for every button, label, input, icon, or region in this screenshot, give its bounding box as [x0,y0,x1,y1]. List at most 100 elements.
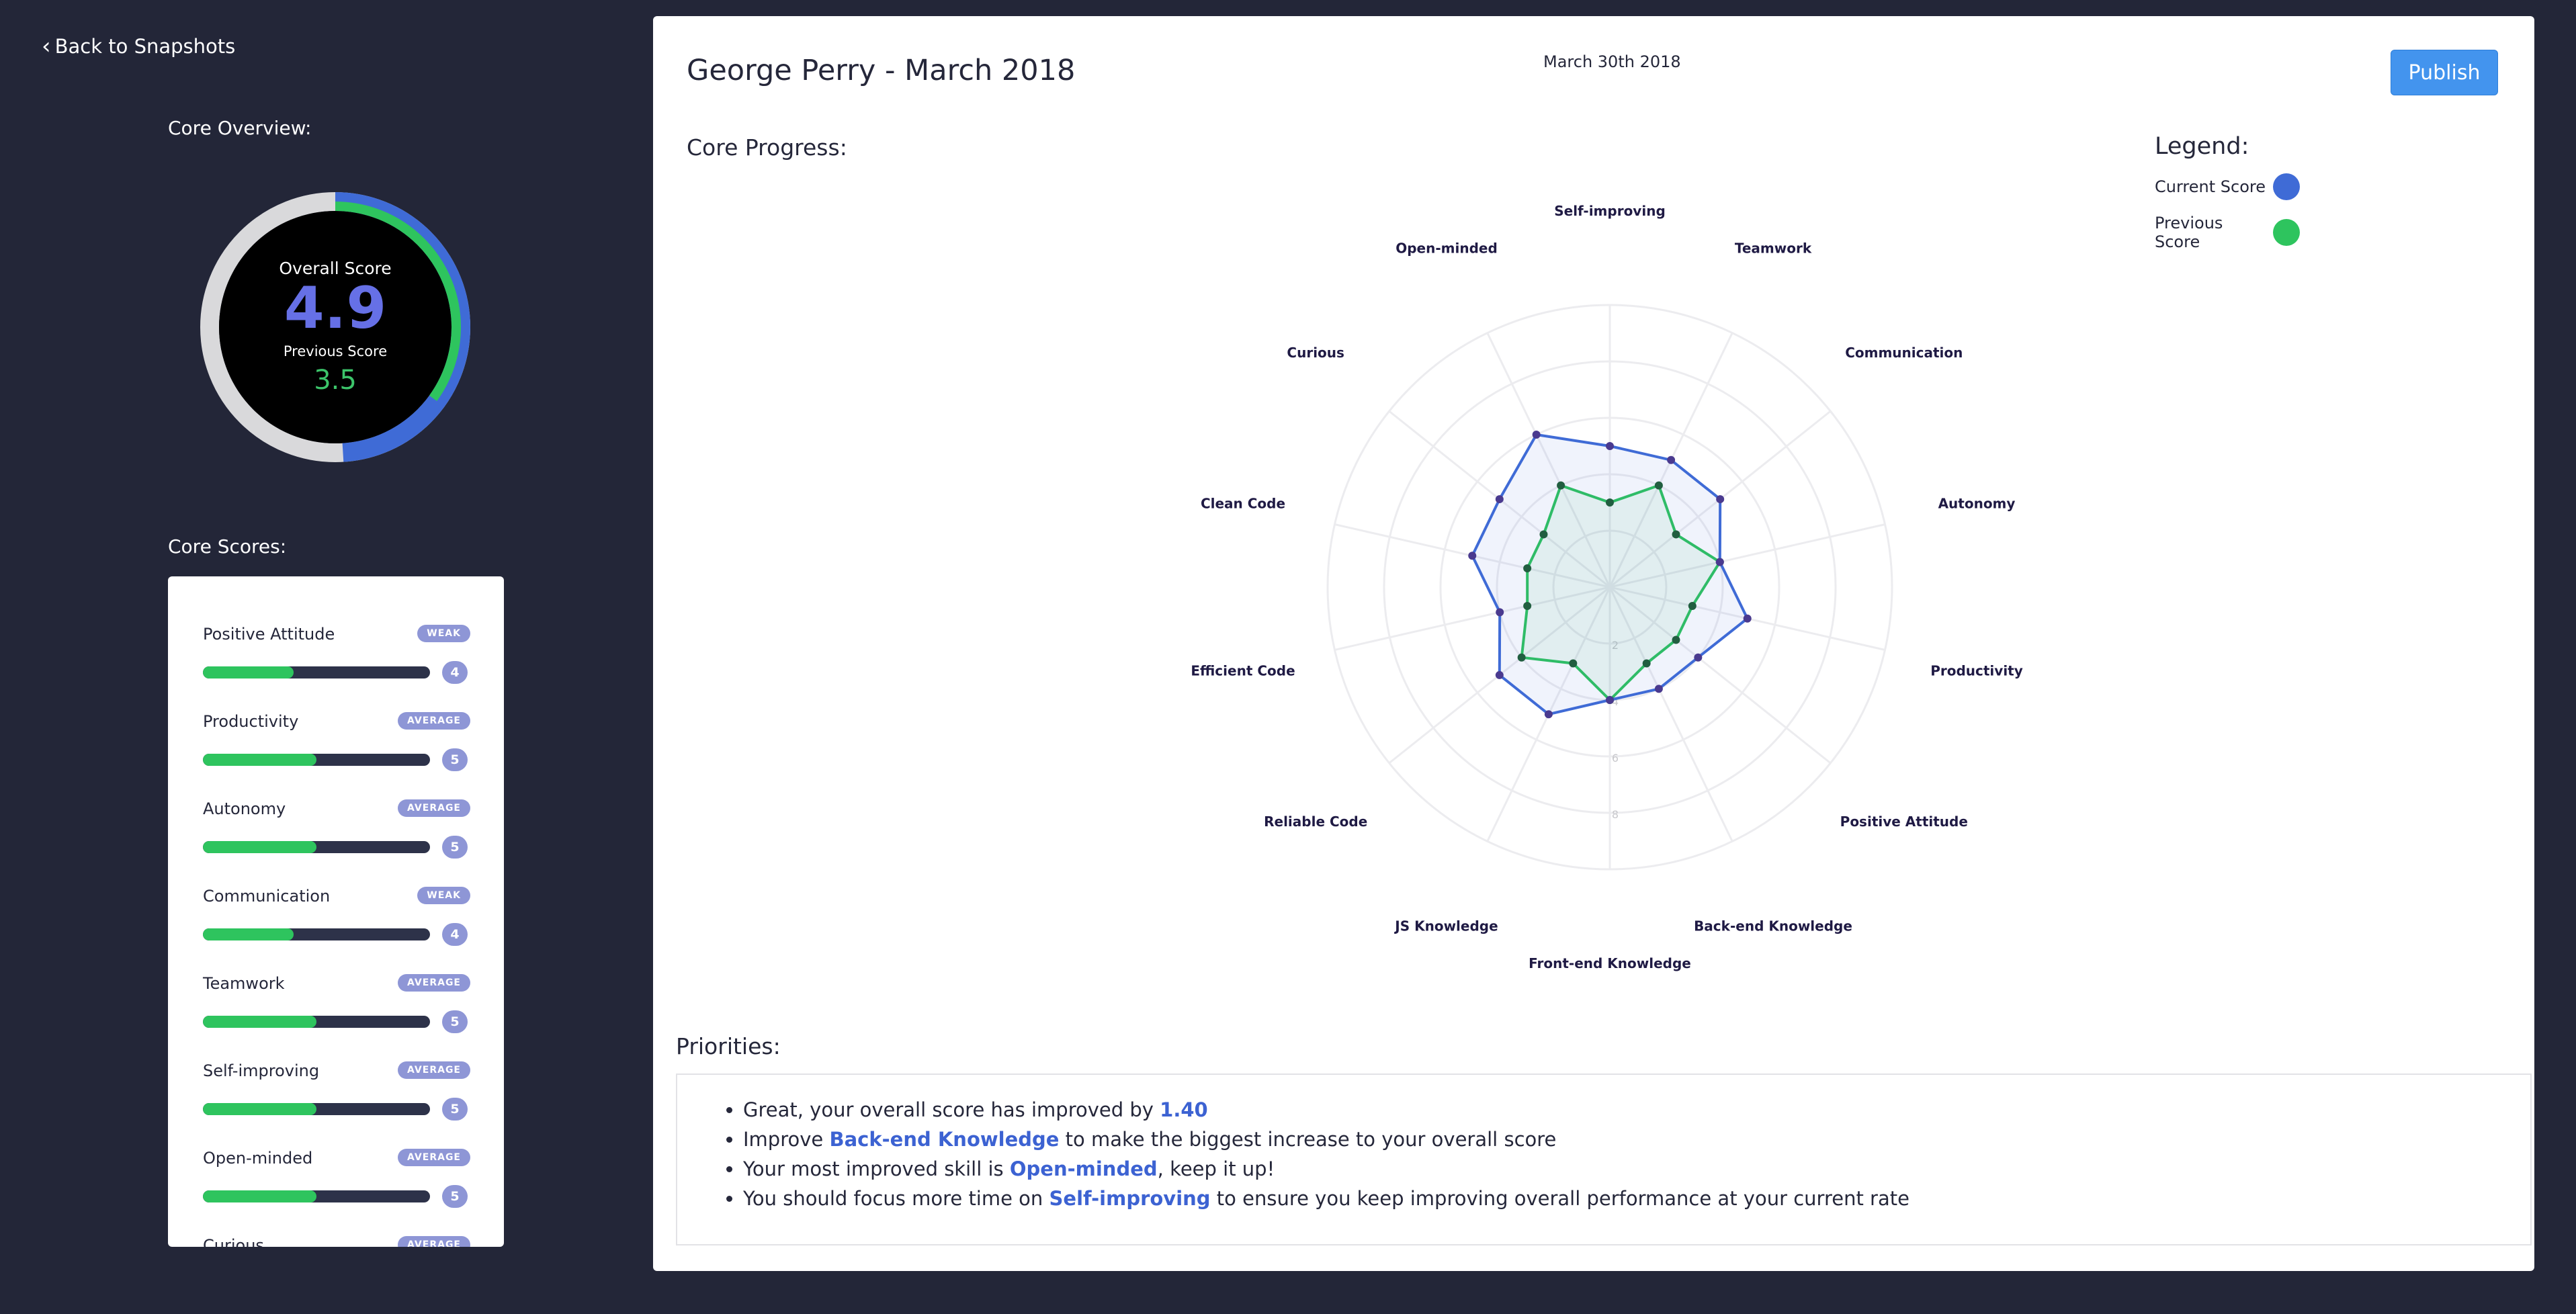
core-score-item: Open-minded AVERAGE 5 [203,1149,470,1216]
radar-point-previous [1569,659,1578,668]
radar-point-current [1532,430,1541,439]
radar-tick-label: 2 [1612,639,1619,652]
previous-score-label: Previous Score [283,343,388,359]
radar-grid-spoke [1608,586,1733,842]
core-score-badge: WEAK [417,625,470,642]
radar-point-current [1606,696,1614,704]
core-score-bar [203,841,430,853]
radar-point-previous [1654,481,1663,490]
radar-axis-label: Open-minded [1396,240,1498,257]
radar-axis-label: JS Knowledge [1393,918,1498,934]
core-progress-radar-chart: 2 4 6 8 Self-improving Teamwork Communication A… [1191,203,2023,971]
radar-point-current [1716,495,1725,504]
radar-axis-label: Clean Code [1201,495,1285,511]
back-to-snapshots-link[interactable]: ‹ Back to Snapshots [42,35,235,58]
gauge-text: Overall Score 4.9 Previous Score 3.5 [200,192,470,462]
priorities-list: Great, your overall score has improved b… [677,1095,2530,1213]
radar-point-previous [1672,636,1680,644]
radar-axis-label: Communication [1845,345,1963,361]
legend-dot-previous [2273,219,2300,246]
priority-highlight: Open-minded [1009,1157,1158,1180]
radar-axis-label: Teamwork [1735,240,1812,257]
overall-score-label: Overall Score [279,259,392,279]
radar-axis-label: Curious [1287,345,1344,361]
chevron-left-icon: ‹ [42,33,51,60]
radar-point-current [1468,552,1477,560]
radar-point-previous [1642,659,1651,668]
core-score-bar-fill [203,1016,316,1028]
core-score-bar [203,666,430,678]
legend-item-previous: Previous Score [2155,214,2300,251]
core-score-badge: WEAK [417,887,470,904]
core-score-item: Communication WEAK 4 [203,887,470,954]
core-score-value: 5 [442,748,468,771]
legend-dot-current [2273,173,2300,200]
core-scores-card[interactable]: Positive Attitude WEAK 4 Productivity AVERAG… [168,576,504,1247]
legend-item-current: Current Score [2155,173,2300,200]
core-progress-heading: Core Progress: [687,134,847,161]
priority-text-end: to make the biggest increase to your ove… [1059,1128,1557,1151]
radar-tick-label: 6 [1612,752,1619,764]
radar-axis-label: Self-improving [1554,203,1666,219]
gauge-previous-arc [210,202,461,453]
core-scores-heading: Core Scores: [168,535,287,558]
priority-text: Improve [743,1128,830,1151]
radar-axis-label: Positive Attitude [1840,814,1968,830]
radar-point-previous [1606,498,1614,507]
snapshot-date: March 30th 2018 [1543,52,1681,71]
radar-point-current [1495,495,1504,504]
priority-item: You should focus more time on Self-impro… [743,1184,2530,1213]
radar-axis-label: Back-end Knowledge [1694,918,1852,934]
core-score-bar [203,1190,430,1202]
core-score-item: Teamwork AVERAGE 5 [203,974,470,1041]
core-score-bar-fill [203,928,294,940]
radar-point-current [1743,614,1752,623]
chart-legend: Legend: Current Score Previous Score [2155,133,2300,251]
radar-grid-spoke [1609,586,1832,764]
priority-text: Your most improved skill is [743,1157,1010,1180]
core-score-bar-fill [203,1103,316,1115]
priority-text: Great, your overall score has improved b… [743,1098,1160,1121]
core-score-bar [203,754,430,766]
core-score-name: Autonomy [203,799,286,818]
radar-series-current [1471,433,1749,716]
gauge-rings [200,192,470,462]
radar-point-previous [1523,602,1532,611]
core-score-name: Positive Attitude [203,625,335,644]
priority-item: Your most improved skill is Open-minded,… [743,1154,2530,1184]
radar-axis-label: Autonomy [1938,495,2016,511]
core-score-bar [203,1016,430,1028]
radar-point-previous [1523,564,1532,572]
radar-point-previous [1672,530,1680,539]
core-score-value: 5 [442,836,468,859]
radar-grid-spoke [1334,586,1611,651]
core-score-value: 4 [442,923,468,946]
core-score-badge: AVERAGE [398,799,470,817]
core-score-value: 5 [442,1098,468,1121]
core-score-item: Autonomy AVERAGE 5 [203,799,470,867]
legend-title: Legend: [2155,133,2249,160]
radar-point-current [1694,653,1703,662]
core-score-name: Self-improving [203,1061,320,1080]
radar-point-previous [1557,481,1565,490]
radar-axis-label: Productivity [1930,663,2023,679]
core-score-name: Teamwork [203,974,285,993]
priorities-box: Great, your overall score has improved b… [676,1074,2532,1245]
core-score-badge: AVERAGE [398,1149,470,1166]
priority-highlight: 1.40 [1160,1098,1208,1121]
core-score-value: 4 [442,661,468,684]
legend-label-current: Current Score [2155,177,2266,196]
radar-axis-label: Front-end Knowledge [1529,955,1691,971]
radar-point-previous [1539,530,1548,539]
radar-point-current [1606,442,1614,450]
overall-score-gauge: Overall Score 4.9 Previous Score 3.5 [200,192,470,462]
radar-point-previous [1688,602,1697,611]
core-score-name: Open-minded [203,1149,313,1168]
core-score-name: Productivity [203,712,299,731]
core-score-badge: AVERAGE [398,974,470,992]
publish-button[interactable]: Publish [2391,50,2498,95]
core-score-item: Productivity AVERAGE 5 [203,712,470,779]
previous-score-value: 3.5 [314,364,357,396]
core-score-item: Self-improving AVERAGE 5 [203,1061,470,1129]
priority-text: You should focus more time on [743,1187,1049,1210]
